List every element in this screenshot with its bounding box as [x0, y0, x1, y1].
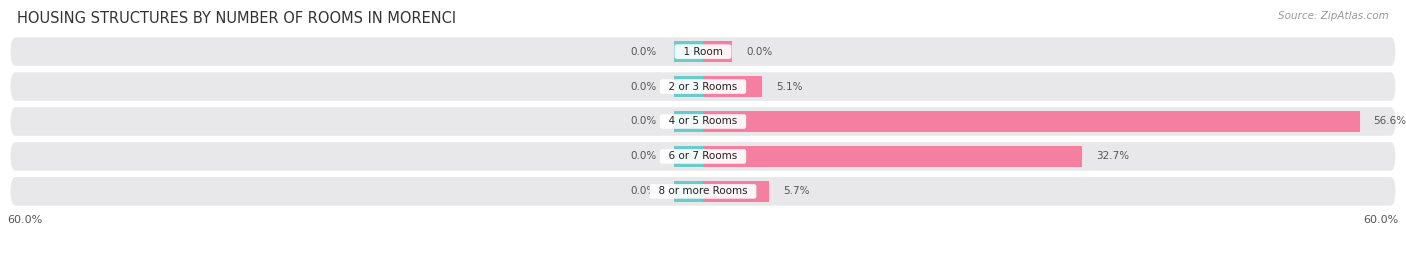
Text: 56.6%: 56.6%	[1374, 116, 1406, 127]
Bar	[703, 41, 733, 62]
Bar	[673, 41, 703, 62]
Bar	[703, 111, 1360, 132]
Text: 5.1%: 5.1%	[776, 82, 803, 92]
FancyBboxPatch shape	[10, 177, 1396, 206]
FancyBboxPatch shape	[10, 72, 1396, 101]
Text: 2 or 3 Rooms: 2 or 3 Rooms	[662, 82, 744, 92]
Text: 8 or more Rooms: 8 or more Rooms	[652, 186, 754, 196]
Text: 0.0%: 0.0%	[630, 151, 657, 161]
FancyBboxPatch shape	[10, 107, 1396, 136]
Bar	[673, 146, 703, 167]
Text: Source: ZipAtlas.com: Source: ZipAtlas.com	[1278, 11, 1389, 21]
Bar	[673, 76, 703, 97]
Bar	[673, 181, 703, 202]
Text: 1 Room: 1 Room	[676, 47, 730, 57]
Text: 0.0%: 0.0%	[630, 186, 657, 196]
Text: 60.0%: 60.0%	[1364, 215, 1399, 225]
Text: 0.0%: 0.0%	[747, 47, 772, 57]
Text: 6 or 7 Rooms: 6 or 7 Rooms	[662, 151, 744, 161]
Text: HOUSING STRUCTURES BY NUMBER OF ROOMS IN MORENCI: HOUSING STRUCTURES BY NUMBER OF ROOMS IN…	[17, 11, 456, 26]
Bar	[703, 76, 762, 97]
Text: 60.0%: 60.0%	[7, 215, 42, 225]
Text: 0.0%: 0.0%	[630, 47, 657, 57]
Bar	[673, 111, 703, 132]
Bar	[703, 146, 1083, 167]
FancyBboxPatch shape	[10, 142, 1396, 171]
Text: 4 or 5 Rooms: 4 or 5 Rooms	[662, 116, 744, 127]
Text: 5.7%: 5.7%	[783, 186, 810, 196]
Bar	[703, 181, 769, 202]
FancyBboxPatch shape	[10, 37, 1396, 66]
Text: 0.0%: 0.0%	[630, 116, 657, 127]
Text: 32.7%: 32.7%	[1097, 151, 1129, 161]
Text: 0.0%: 0.0%	[630, 82, 657, 92]
